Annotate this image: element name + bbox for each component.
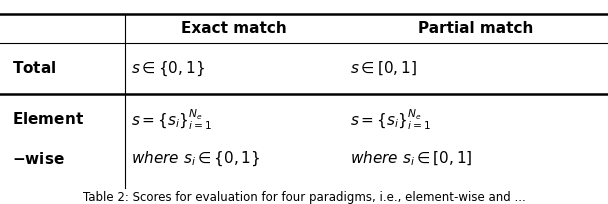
Text: $s = \{s_i\}_{i=1}^{N_e}$: $s = \{s_i\}_{i=1}^{N_e}$ [131, 107, 212, 132]
Text: $s \in \{0, 1\}$: $s \in \{0, 1\}$ [131, 59, 205, 78]
Text: $s = \{s_i\}_{i=1}^{N_e}$: $s = \{s_i\}_{i=1}^{N_e}$ [350, 107, 431, 132]
Text: $\mathbf{Total}$: $\mathbf{Total}$ [12, 60, 57, 76]
Text: Partial match: Partial match [418, 21, 533, 36]
Text: $\mathbf{Element}$: $\mathbf{Element}$ [12, 111, 85, 127]
Text: $\mathbf{-wise}$: $\mathbf{-wise}$ [12, 151, 65, 167]
Text: $s \in [0, 1]$: $s \in [0, 1]$ [350, 60, 416, 77]
Text: $\mathit{where}\ s_i \in [0, 1]$: $\mathit{where}\ s_i \in [0, 1]$ [350, 150, 472, 168]
Text: Exact match: Exact match [181, 21, 287, 36]
Text: Table 2: Scores for evaluation for four paradigms, i.e., element-wise and ...: Table 2: Scores for evaluation for four … [83, 191, 525, 204]
Text: $\mathit{where}\ s_i \in \{0, 1\}$: $\mathit{where}\ s_i \in \{0, 1\}$ [131, 150, 260, 168]
